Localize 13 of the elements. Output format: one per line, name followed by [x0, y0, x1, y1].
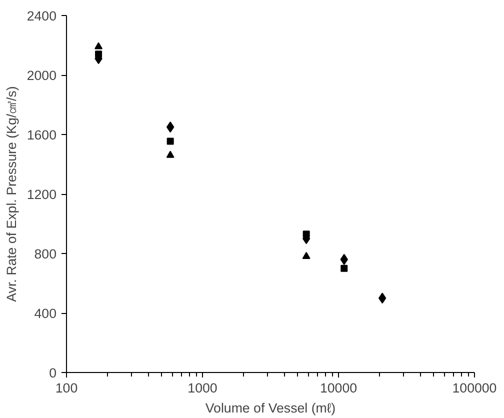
y-tick-label: 400 [34, 306, 57, 321]
y-tick-label: 800 [34, 246, 57, 262]
y-tick-label: 1200 [26, 187, 57, 202]
y-axis-title: Avr. Rate of Expl. Pressure (Kg/㎠/s) [4, 86, 19, 302]
y-tick-label: 0 [49, 366, 57, 380]
x-tick-label: 10000 [320, 380, 358, 396]
y-tick-label: 2000 [26, 68, 57, 83]
x-axis-title: Volume of Vessel (mℓ) [205, 400, 336, 416]
x-tick-label: 1000 [188, 380, 218, 396]
x-tick-label: 100000 [452, 380, 497, 396]
y-tick-label: 2400 [26, 8, 57, 24]
x-tick-label: 100 [55, 380, 78, 396]
y-tick-label: 1600 [26, 128, 57, 142]
